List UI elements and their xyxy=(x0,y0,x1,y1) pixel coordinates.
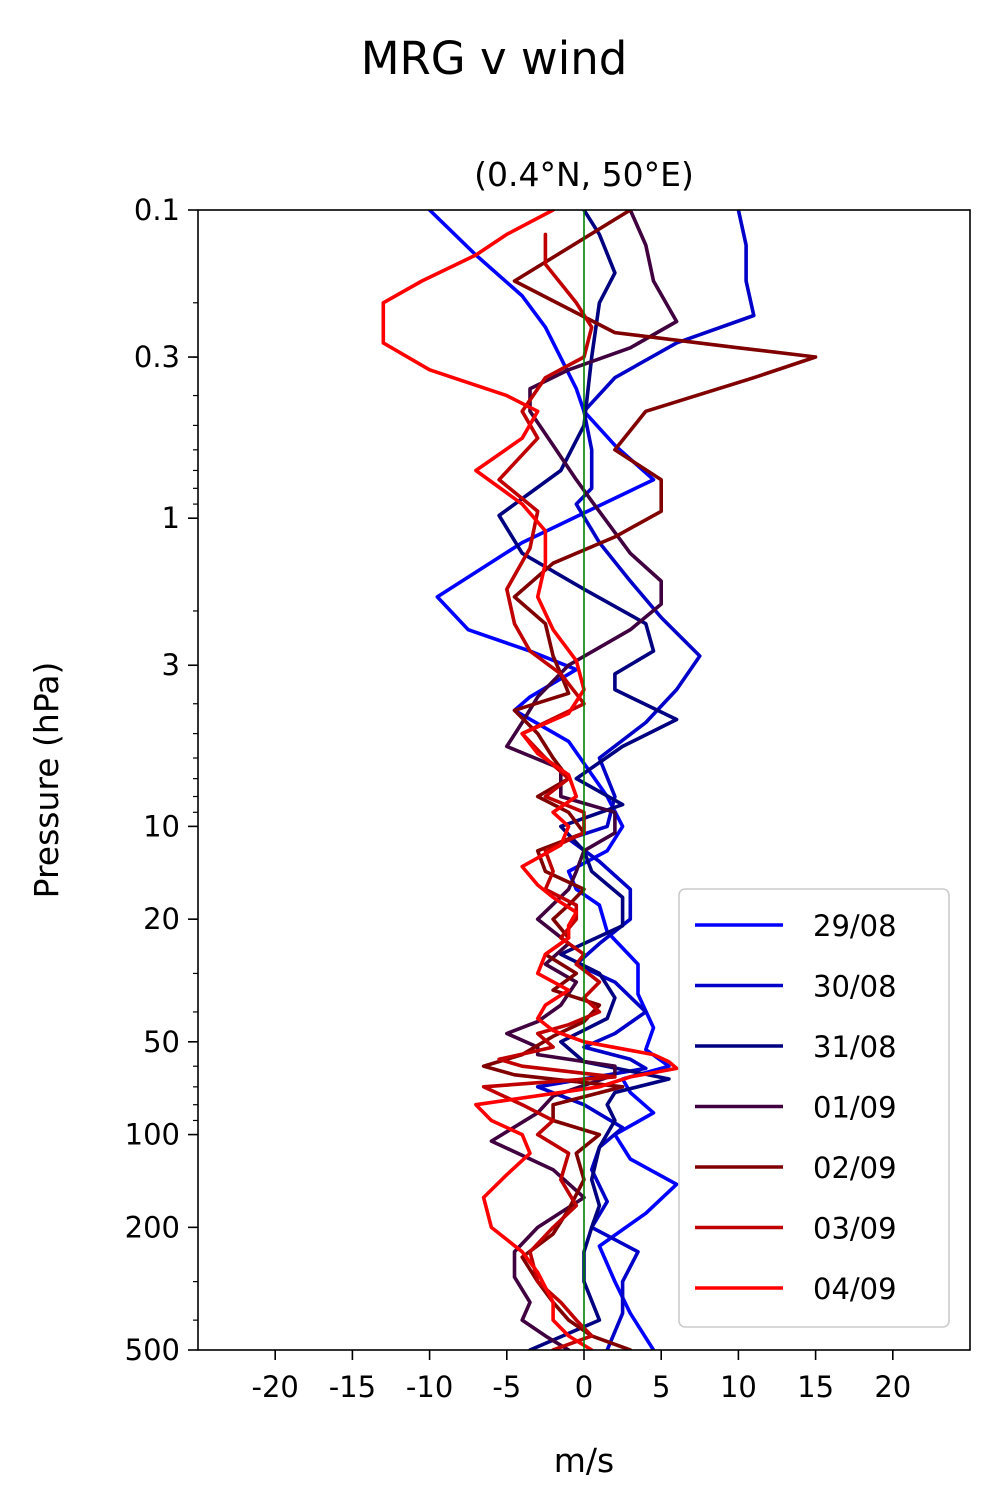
y-tick-label: 200 xyxy=(125,1210,180,1244)
x-tick-label: 5 xyxy=(652,1370,670,1404)
y-tick-label: 1 xyxy=(162,501,180,535)
legend-label: 29/08 xyxy=(813,909,897,943)
legend: 29/08 30/08 31/08 01/09 02/09 03/09 04/09 xyxy=(678,888,950,1328)
legend-label: 01/09 xyxy=(813,1091,897,1125)
legend-label: 02/09 xyxy=(813,1151,897,1185)
x-tick-label: 10 xyxy=(720,1370,757,1404)
series-line-31-08 xyxy=(497,210,679,1350)
y-tick-label: 50 xyxy=(143,1025,180,1059)
series-line-03-09 xyxy=(481,232,617,1350)
y-tick-label: 500 xyxy=(125,1333,180,1367)
y-tick-label: 100 xyxy=(125,1118,180,1152)
x-axis-label: m/s xyxy=(554,1441,614,1480)
y-axis-label: Pressure (hPa) xyxy=(27,662,66,899)
series-line-04-09 xyxy=(381,210,679,1350)
legend-label: 03/09 xyxy=(813,1212,897,1246)
y-tick-label: 0.1 xyxy=(134,193,180,227)
y-axis: 0.1 0.3 1 3 10 20 50 100 200 500 xyxy=(125,193,198,1367)
legend-box xyxy=(678,888,950,1328)
x-tick-label: -5 xyxy=(492,1370,521,1404)
y-tick-label: 3 xyxy=(162,648,180,682)
x-tick-label: -15 xyxy=(329,1370,376,1404)
legend-label: 30/08 xyxy=(813,970,897,1004)
x-tick-label: 20 xyxy=(874,1370,911,1404)
x-tick-label: 0 xyxy=(575,1370,593,1404)
series-line-01-09 xyxy=(489,210,679,1350)
legend-label: 31/08 xyxy=(813,1030,897,1064)
x-tick-label: -20 xyxy=(252,1370,299,1404)
chart-title: MRG v wind xyxy=(361,32,628,85)
x-axis: -20 -15 -10 -5 0 5 10 15 20 xyxy=(252,1350,911,1404)
y-tick-label: 0.3 xyxy=(134,340,180,374)
chart-subtitle: (0.4°N, 50°E) xyxy=(474,155,694,194)
y-tick-label: 20 xyxy=(143,902,180,936)
x-tick-label: -10 xyxy=(406,1370,453,1404)
x-tick-label: 15 xyxy=(797,1370,834,1404)
y-tick-label: 10 xyxy=(143,809,180,843)
legend-label: 04/09 xyxy=(813,1272,897,1306)
